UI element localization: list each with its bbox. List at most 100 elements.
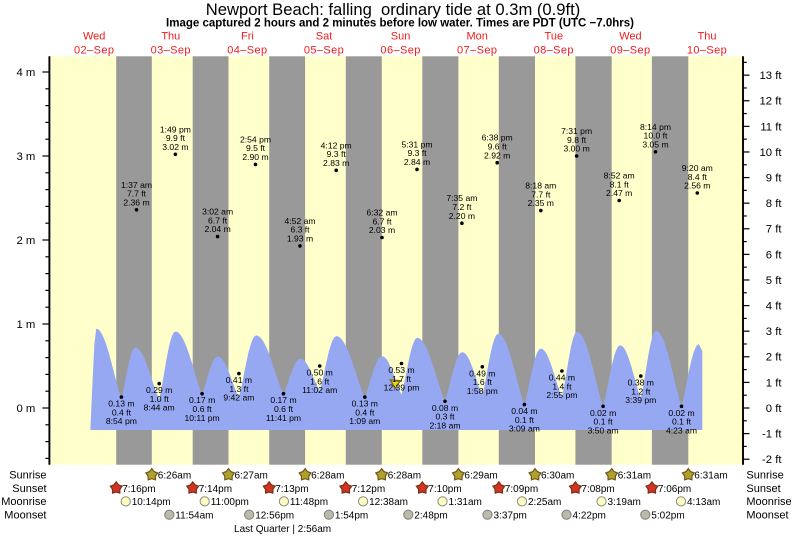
- svg-text:Mon: Mon: [466, 31, 487, 43]
- svg-text:02–Sep: 02–Sep: [74, 44, 114, 56]
- svg-text:0.17 m: 0.17 m: [270, 395, 296, 405]
- svg-text:Moonrise: Moonrise: [746, 496, 791, 508]
- svg-text:2.35 m: 2.35 m: [528, 198, 554, 208]
- svg-text:11:54am: 11:54am: [175, 511, 213, 522]
- svg-text:6:29am: 6:29am: [464, 471, 497, 482]
- svg-text:8:52 am: 8:52 am: [604, 171, 635, 181]
- svg-text:Last Quarter | 2:56am: Last Quarter | 2:56am: [234, 524, 331, 535]
- svg-text:2:55 pm: 2:55 pm: [546, 390, 577, 400]
- svg-text:12:39 pm: 12:39 pm: [384, 383, 420, 393]
- svg-text:1 ft: 1 ft: [766, 377, 783, 389]
- svg-text:1.4 ft: 1.4 ft: [552, 381, 572, 391]
- svg-text:0.13 m: 0.13 m: [352, 399, 378, 409]
- svg-text:1:37 am: 1:37 am: [121, 180, 152, 190]
- svg-text:4 m: 4 m: [16, 67, 35, 79]
- svg-text:5:31 pm: 5:31 pm: [401, 139, 432, 149]
- svg-text:0.41 m: 0.41 m: [226, 375, 252, 385]
- svg-text:1.93 m: 1.93 m: [287, 234, 313, 244]
- svg-text:Sunset: Sunset: [746, 483, 780, 495]
- svg-text:6:38 pm: 6:38 pm: [482, 133, 513, 143]
- svg-text:4:22pm: 4:22pm: [573, 511, 606, 522]
- svg-text:8:54 pm: 8:54 pm: [106, 416, 137, 426]
- svg-text:12:38am: 12:38am: [369, 497, 408, 508]
- svg-text:7.2 ft: 7.2 ft: [452, 202, 472, 212]
- svg-text:Sunrise: Sunrise: [9, 470, 46, 482]
- svg-text:Thu: Thu: [161, 31, 180, 43]
- svg-text:13 ft: 13 ft: [760, 70, 783, 82]
- svg-text:0 m: 0 m: [16, 403, 35, 415]
- svg-text:2.03 m: 2.03 m: [369, 225, 395, 235]
- svg-text:3:39 pm: 3:39 pm: [625, 395, 656, 405]
- svg-text:0.08 m: 0.08 m: [432, 403, 458, 413]
- svg-text:0.6 ft: 0.6 ft: [193, 404, 213, 414]
- svg-text:Tue: Tue: [545, 31, 564, 43]
- svg-text:9.5 ft: 9.5 ft: [246, 143, 266, 153]
- svg-text:6.7 ft: 6.7 ft: [372, 216, 392, 226]
- svg-text:3:37pm: 3:37pm: [494, 511, 527, 522]
- svg-text:0.1 ft: 0.1 ft: [672, 417, 692, 427]
- svg-text:7 ft: 7 ft: [766, 224, 783, 236]
- svg-text:2.92 m: 2.92 m: [484, 150, 510, 160]
- svg-text:Fri: Fri: [241, 31, 254, 43]
- svg-text:6.3 ft: 6.3 ft: [290, 225, 310, 235]
- svg-text:4:12 pm: 4:12 pm: [321, 140, 352, 150]
- svg-text:9.8 ft: 9.8 ft: [567, 135, 587, 145]
- svg-text:2.20 m: 2.20 m: [449, 211, 475, 221]
- svg-text:7.7 ft: 7.7 ft: [531, 189, 551, 199]
- svg-text:9:42 am: 9:42 am: [223, 393, 254, 403]
- svg-text:8:44 am: 8:44 am: [144, 403, 175, 413]
- svg-text:3 ft: 3 ft: [766, 326, 783, 338]
- svg-text:2 ft: 2 ft: [766, 352, 783, 364]
- svg-text:Sunrise: Sunrise: [746, 470, 783, 482]
- svg-text:7:35 am: 7:35 am: [446, 193, 477, 203]
- svg-text:2.90 m: 2.90 m: [242, 152, 268, 162]
- svg-text:7:08pm: 7:08pm: [581, 484, 614, 495]
- svg-text:2.56 m: 2.56 m: [684, 181, 710, 191]
- svg-text:1.6 ft: 1.6 ft: [310, 376, 330, 386]
- svg-text:0.04 m: 0.04 m: [511, 406, 537, 416]
- svg-text:11:02 am: 11:02 am: [302, 385, 337, 395]
- svg-text:0.44 m: 0.44 m: [549, 373, 575, 383]
- svg-text:4 ft: 4 ft: [766, 301, 783, 313]
- svg-text:8 ft: 8 ft: [766, 198, 783, 210]
- svg-text:1:31am: 1:31am: [449, 497, 482, 508]
- svg-text:0.17 m: 0.17 m: [189, 395, 215, 405]
- svg-text:0.49 m: 0.49 m: [469, 368, 495, 378]
- svg-text:9.6 ft: 9.6 ft: [488, 142, 508, 152]
- svg-text:2 m: 2 m: [16, 235, 35, 247]
- svg-text:6:28am: 6:28am: [311, 471, 344, 482]
- svg-text:2:25am: 2:25am: [528, 497, 561, 508]
- svg-text:7:12pm: 7:12pm: [352, 484, 385, 495]
- svg-text:9:20 am: 9:20 am: [682, 163, 713, 173]
- svg-text:0.38 m: 0.38 m: [628, 378, 654, 388]
- svg-text:1.3 ft: 1.3 ft: [229, 384, 249, 394]
- svg-text:1:09 am: 1:09 am: [349, 416, 380, 426]
- svg-text:3.02 m: 3.02 m: [162, 142, 188, 152]
- svg-text:10–Sep: 10–Sep: [687, 44, 727, 56]
- svg-text:0.53 m: 0.53 m: [388, 365, 414, 375]
- svg-text:1:58 pm: 1:58 pm: [467, 386, 498, 396]
- svg-text:8.4 ft: 8.4 ft: [688, 172, 708, 182]
- svg-text:1:54pm: 1:54pm: [335, 511, 368, 522]
- svg-text:Image captured 2 hours and 2 m: Image captured 2 hours and 2 minutes bef…: [166, 17, 634, 29]
- svg-text:Wed: Wed: [619, 31, 641, 43]
- svg-text:3:50 am: 3:50 am: [588, 425, 619, 435]
- svg-text:-1 ft: -1 ft: [762, 429, 782, 441]
- svg-text:Newport Beach: falling ordina: Newport Beach: falling ordinary tide at …: [206, 0, 580, 19]
- svg-text:12:56pm: 12:56pm: [255, 511, 294, 522]
- svg-text:8:18 am: 8:18 am: [525, 181, 556, 191]
- svg-text:7:06pm: 7:06pm: [658, 484, 691, 495]
- svg-text:3 m: 3 m: [16, 151, 35, 163]
- svg-text:6:30am: 6:30am: [541, 471, 574, 482]
- svg-text:2.04 m: 2.04 m: [204, 224, 230, 234]
- svg-text:0 ft: 0 ft: [766, 403, 783, 415]
- svg-text:2.83 m: 2.83 m: [323, 158, 349, 168]
- svg-text:0.4 ft: 0.4 ft: [355, 407, 375, 417]
- svg-text:12 ft: 12 ft: [760, 96, 783, 108]
- svg-text:6 ft: 6 ft: [766, 249, 783, 261]
- svg-text:0.02 m: 0.02 m: [668, 408, 694, 418]
- svg-text:6:31am: 6:31am: [694, 471, 727, 482]
- svg-text:Sun: Sun: [391, 31, 411, 43]
- svg-text:1 m: 1 m: [16, 319, 35, 331]
- svg-text:6.7 ft: 6.7 ft: [208, 215, 228, 225]
